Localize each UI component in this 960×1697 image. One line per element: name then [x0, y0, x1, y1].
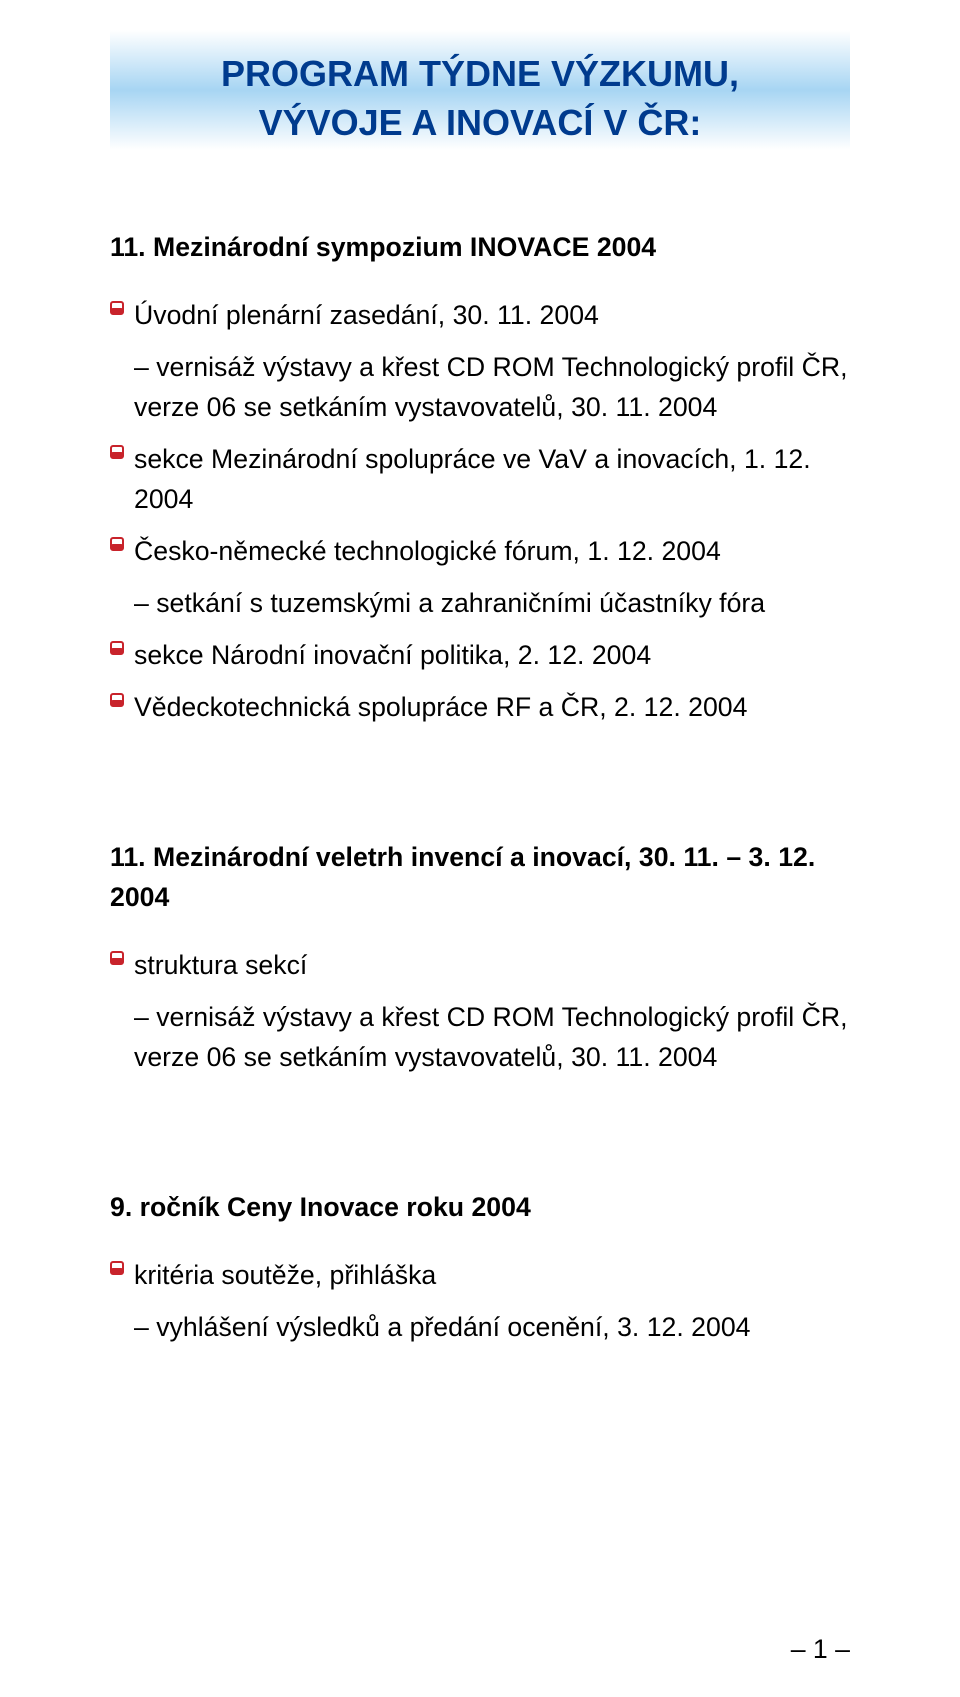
list-item: kritéria soutěže, přihláška [110, 1255, 850, 1295]
bullet-icon [110, 641, 124, 655]
list-item: Vědeckotechnická spolupráce RF a ČR, 2. … [110, 687, 850, 727]
list-item-text: Úvodní plenární zasedání, 30. 11. 2004 [134, 295, 850, 335]
bullet-icon [110, 1261, 124, 1275]
list-item: sekce Národní inovační politika, 2. 12. … [110, 635, 850, 675]
section-1-list: Úvodní plenární zasedání, 30. 11. 2004 – … [110, 295, 850, 727]
header-line-2: VÝVOJE A INOVACÍ V ČR: [110, 99, 850, 148]
bullet-icon [110, 537, 124, 551]
document-page: PROGRAM TÝDNE VÝZKUMU, VÝVOJE A INOVACÍ … [0, 0, 960, 1697]
bullet-icon [110, 301, 124, 315]
page-number: – 1 – [791, 1629, 850, 1669]
section-3-heading: 9. ročník Ceny Inovace roku 2004 [110, 1187, 850, 1227]
page-header: PROGRAM TÝDNE VÝZKUMU, VÝVOJE A INOVACÍ … [110, 30, 850, 167]
bullet-icon [110, 951, 124, 965]
section-2-list: struktura sekcí – vernisáž výstavy a křes… [110, 945, 850, 1077]
list-item-text: kritéria soutěže, přihláška [134, 1255, 850, 1295]
list-item-text: Česko-německé technologické fórum, 1. 12… [134, 531, 850, 571]
list-item: Česko-německé technologické fórum, 1. 12… [110, 531, 850, 571]
list-item-text: sekce Mezinárodní spolupráce ve VaV a in… [134, 439, 850, 519]
section-1-heading: 11. Mezinárodní sympozium INOVACE 2004 [110, 227, 850, 267]
list-item-text: sekce Národní inovační politika, 2. 12. … [134, 635, 850, 675]
list-item: sekce Mezinárodní spolupráce ve VaV a in… [110, 439, 850, 519]
list-sub-item: – vyhlášení výsledků a předání ocenění, … [134, 1307, 850, 1347]
bullet-icon [110, 693, 124, 707]
header-line-1: PROGRAM TÝDNE VÝZKUMU, [110, 50, 850, 99]
list-item-text: struktura sekcí [134, 945, 850, 985]
header-title: PROGRAM TÝDNE VÝZKUMU, VÝVOJE A INOVACÍ … [110, 30, 850, 167]
list-item: Úvodní plenární zasedání, 30. 11. 2004 [110, 295, 850, 335]
list-sub-item: – vernisáž výstavy a křest CD ROM Techno… [134, 347, 850, 427]
section-3-list: kritéria soutěže, přihláška – vyhlášení v… [110, 1255, 850, 1347]
list-sub-item: – vernisáž výstavy a křest CD ROM Techno… [134, 997, 850, 1077]
section-2-heading: 11. Mezinárodní veletrh invencí a inovac… [110, 837, 850, 917]
bullet-icon [110, 445, 124, 459]
list-item-text: Vědeckotechnická spolupráce RF a ČR, 2. … [134, 687, 850, 727]
list-sub-item: – setkání s tuzemskými a zahraničními úč… [134, 583, 850, 623]
list-item: struktura sekcí [110, 945, 850, 985]
